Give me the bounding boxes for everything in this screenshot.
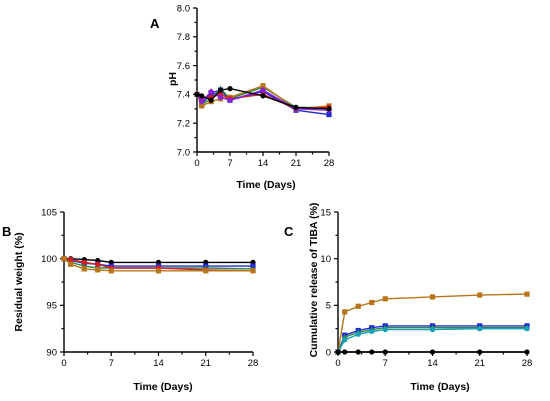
panel-c-series-4-point: [369, 328, 375, 335]
panel-c-y-axis-title: Cumulative release of TIBA (%): [308, 203, 320, 358]
panel-b-y-tick-label: 95: [46, 301, 57, 312]
panel-c-x-tick-label: 0: [335, 358, 340, 369]
panel-b-y-tick-label: 105: [41, 207, 57, 218]
panel-c-series-1-point: [369, 299, 375, 306]
panel-c-series-5-point: [477, 349, 483, 355]
panel-a-series-1-point: [326, 111, 332, 118]
panel-b-x-tick-label: 28: [248, 358, 259, 369]
panel-c-series-5-point: [342, 349, 348, 355]
panel-b-y-tick-label: 90: [46, 347, 57, 358]
panel-c-series-1-point: [429, 294, 436, 300]
panel-a-y-tick-label: 8.0: [177, 3, 190, 14]
panel-c-x-tick-label: 7: [383, 358, 388, 369]
panel-b-series-5: [61, 256, 256, 274]
panel-c-series-4-point: [382, 327, 388, 333]
panel-a-series-6-point: [208, 97, 214, 103]
panel-c-y-tick-label: 15: [320, 207, 331, 218]
panel-c-x-tick-label: 28: [522, 358, 533, 369]
panel-c-series-5-point: [335, 349, 341, 355]
panel-a-x-tick-label: 21: [291, 158, 302, 169]
panel-a-series-6-point: [227, 86, 233, 92]
panel-a-x-tick-label: 0: [194, 158, 199, 169]
panel-a-series-6-point: [199, 93, 205, 99]
panel-a-series-6-point: [194, 91, 200, 97]
panel-a-series-5-point: [226, 96, 234, 104]
panel-b-x-tick-label: 21: [200, 358, 211, 369]
panel-c-letter: C: [284, 224, 294, 239]
panel-a-y-tick-label: 7.6: [177, 61, 190, 72]
panel-a-y-tick-label: 7.4: [177, 90, 190, 101]
panel-c-series-1-point: [342, 309, 348, 315]
panel-a-y-tick-label: 7.2: [177, 119, 190, 130]
panel-b-series-5-point: [95, 267, 101, 273]
panel-a-series-5-point: [217, 94, 224, 101]
panel-a-y-tick-label: 7.0: [177, 147, 190, 158]
panel-a-series-6: [194, 86, 332, 112]
panel-a-series-5-point: [198, 98, 205, 105]
panel-b-series-5-point: [250, 268, 256, 274]
panel-b-series-5-point: [81, 266, 87, 272]
panel-a-series-3-point: [199, 103, 205, 109]
panel-c-series-3-line: [337, 327, 527, 353]
panel-c-x-tick-label: 21: [474, 358, 485, 369]
panel-c-series-4-point: [477, 326, 483, 332]
panel-c-series-1-point: [382, 296, 388, 302]
panel-a-y-axis-title: pH: [167, 72, 179, 86]
panel-b-series-4-point: [81, 259, 87, 265]
panel-c-series-5-point: [524, 349, 530, 355]
panel-c-x-axis-title: Time (Days): [410, 381, 469, 393]
panel-a-x-tick-label: 28: [324, 158, 335, 169]
panel-c-series-5: [335, 349, 530, 355]
panel-a: A pH Time (Days) 7.0 7.2 7.4 7.6 7.8 8.0 0 7 14 2…: [150, 3, 334, 191]
panel-b-x-tick-label: 0: [61, 358, 66, 369]
panel-b-x-axis-title: Time (Days): [133, 381, 192, 393]
panel-a-letter: A: [150, 16, 160, 31]
panel-c: C Cumulative release of TIBA (%) Time (D…: [284, 203, 532, 393]
panel-c-series-1-point: [524, 291, 530, 297]
panel-a-x-tick-label: 7: [227, 158, 232, 169]
panel-c-series-1-point: [355, 303, 361, 309]
panel-a-x-tick-label: 14: [258, 158, 269, 169]
panel-c-y-tick-label: 10: [320, 254, 331, 265]
panel-a-series-5-point: [207, 88, 215, 95]
panel-a-series-6-point: [293, 104, 299, 110]
panel-b-series-5-point: [108, 268, 114, 274]
panel-c-series-5-point: [369, 349, 375, 355]
panel-a-series-3-point: [260, 83, 266, 89]
panel-b-series-5-point: [203, 268, 209, 274]
panel-b-x-tick-label: 14: [153, 358, 164, 369]
panel-a-series-6-point: [326, 106, 332, 112]
panel-c-series-1-point: [477, 292, 483, 298]
panel-b: B Residual weight (%) Time (Days) 90 95 10…: [2, 207, 258, 393]
panel-b-series-5-point: [61, 256, 67, 262]
panel-c-series-4-point: [342, 337, 348, 343]
panel-c-x-tick-label: 14: [427, 358, 438, 369]
panel-c-y-tick-label: 5: [326, 301, 331, 312]
panel-b-series-4-point: [68, 257, 74, 263]
panel-c-series-5-point: [429, 349, 436, 355]
panel-b-series-5-point: [68, 261, 74, 267]
panel-c-series-1: [335, 291, 530, 355]
panel-b-y-tick-label: 100: [41, 254, 57, 265]
panel-a-y-tick-label: 7.8: [177, 32, 190, 43]
panel-c-series-5-point: [382, 349, 388, 355]
panel-b-letter: B: [2, 224, 11, 239]
panel-b-x-tick-label: 7: [109, 358, 114, 369]
panel-c-series-4-point: [429, 327, 436, 333]
panel-c-series-1-line: [337, 293, 528, 353]
panel-b-y-axis-title: Residual weight (%): [13, 232, 25, 331]
panel-c-series-5-point: [355, 349, 361, 355]
panel-c-series-4-point: [355, 331, 361, 337]
panel-a-series-6-point: [260, 93, 266, 99]
panel-b-series-5-point: [155, 268, 162, 274]
panel-c-y-tick-label: 0: [326, 347, 331, 358]
panel-c-series-4-point: [524, 326, 530, 332]
panel-a-series-5-point: [259, 86, 267, 94]
panel-b-series-4-point: [95, 261, 101, 267]
panel-a-series-6-point: [217, 87, 224, 93]
panel-a-x-axis-title: Time (Days): [236, 179, 295, 191]
